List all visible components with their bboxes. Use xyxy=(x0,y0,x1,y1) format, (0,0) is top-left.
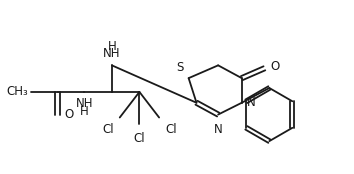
Text: H: H xyxy=(80,105,89,118)
Text: Cl: Cl xyxy=(165,123,177,136)
Text: Cl: Cl xyxy=(102,123,114,136)
Text: NH: NH xyxy=(103,48,121,60)
Text: Cl: Cl xyxy=(133,132,145,145)
Text: H: H xyxy=(108,39,116,53)
Text: NH: NH xyxy=(75,97,93,110)
Text: N: N xyxy=(214,123,223,136)
Text: S: S xyxy=(176,61,184,74)
Text: O: O xyxy=(270,60,280,73)
Text: N: N xyxy=(247,96,256,109)
Text: O: O xyxy=(65,108,74,121)
Text: CH₃: CH₃ xyxy=(6,85,28,98)
